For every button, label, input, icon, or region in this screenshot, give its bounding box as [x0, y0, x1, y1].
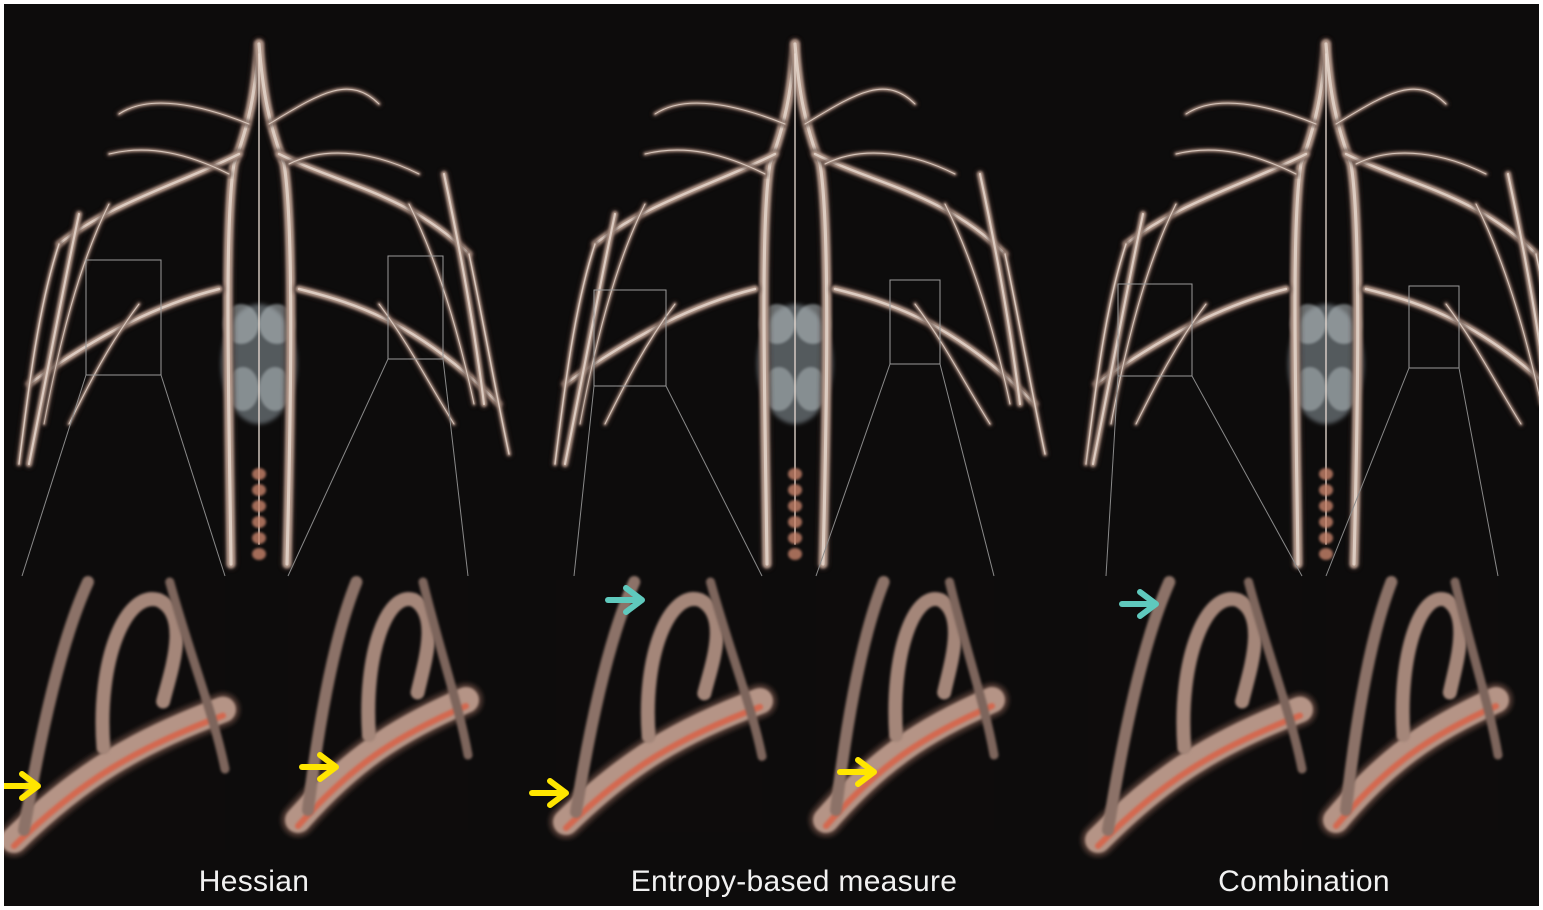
panel-3-zoom-inset-left: [1081, 576, 1317, 857]
zoom-box-left: [593, 289, 667, 387]
vessel-comparison-figure: Hessian Entropy-based measure Combinatio…: [4, 4, 1539, 906]
zoom-box-right: [1408, 285, 1460, 369]
figure-artwork: [4, 38, 1539, 857]
caption-combination: Combination: [1218, 865, 1390, 898]
panel-2-render: [549, 38, 1049, 839]
panel-1-zoom-inset-right: [281, 576, 483, 837]
yellow-arrow-icon: [299, 752, 339, 782]
yellow-arrow-icon: [4, 771, 41, 801]
yellow-arrow-icon: [529, 778, 569, 808]
zoom-box-left: [1117, 283, 1193, 377]
panel-3-zoom-inset-right: [1319, 576, 1513, 837]
yellow-arrow-icon: [837, 757, 877, 787]
teal-arrow-icon: [1119, 589, 1159, 619]
caption-entropy: Entropy-based measure: [630, 865, 958, 898]
zoom-box-left: [85, 259, 162, 376]
teal-arrow-icon: [605, 585, 645, 615]
caption-hessian: Hessian: [198, 865, 310, 898]
panel-2-zoom-inset-left: [549, 576, 777, 839]
panel-1-render: [4, 38, 513, 857]
zoom-box-right: [889, 279, 941, 365]
panel-2-zoom-inset-right: [809, 576, 1009, 837]
panel-3-render: [1081, 38, 1539, 857]
zoom-box-right: [387, 255, 444, 360]
panel-1-zoom-inset-left: [4, 576, 240, 857]
